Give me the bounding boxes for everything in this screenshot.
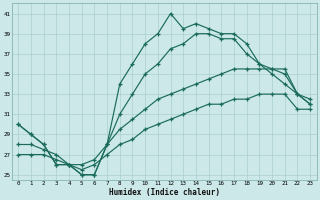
X-axis label: Humidex (Indice chaleur): Humidex (Indice chaleur) xyxy=(109,188,220,197)
